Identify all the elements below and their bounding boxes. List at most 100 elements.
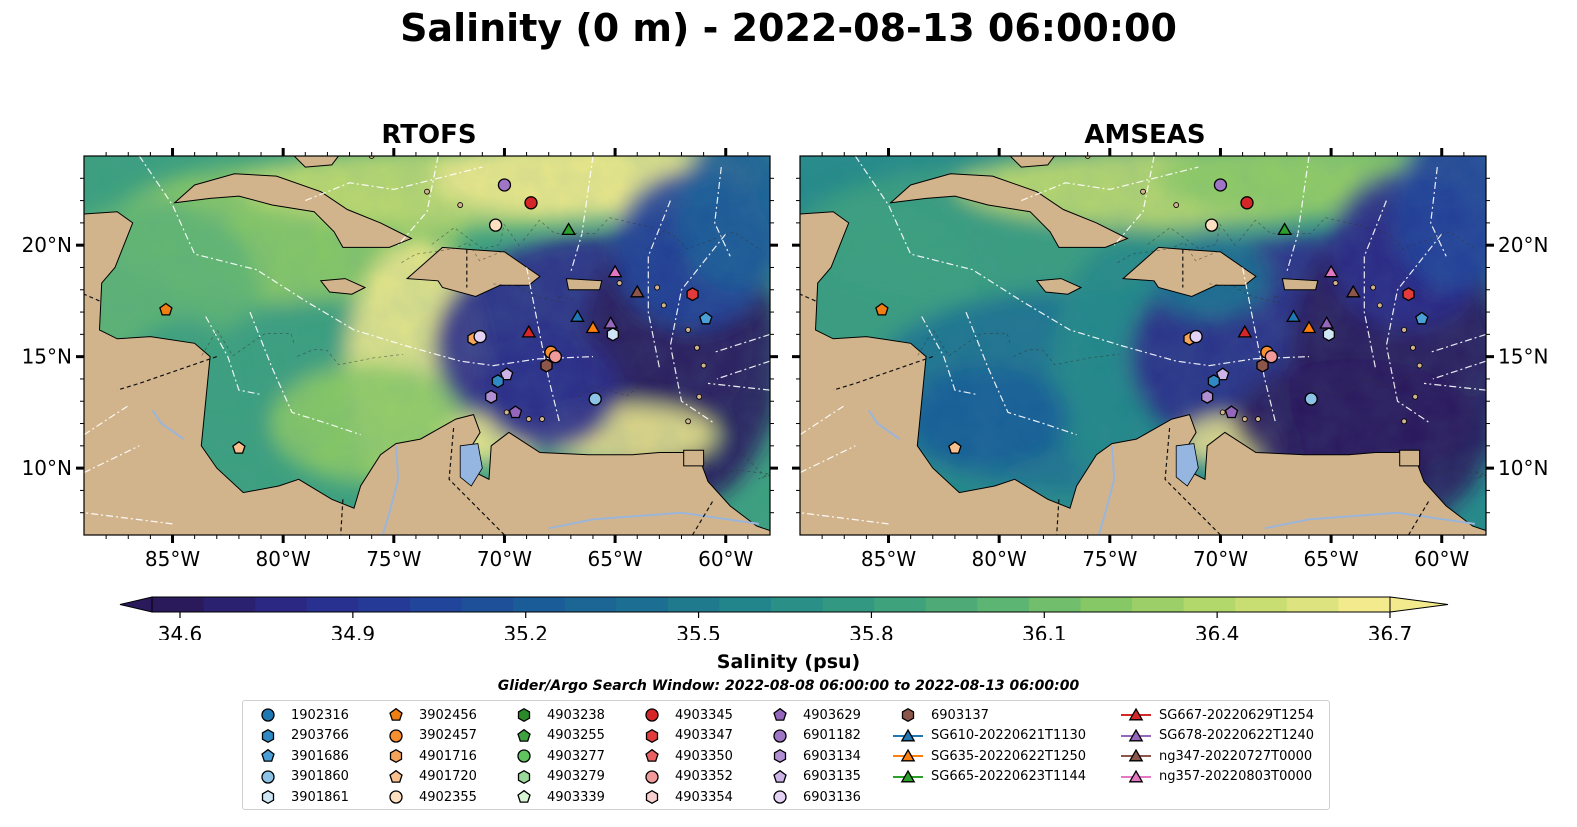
marker-3902456 — [159, 302, 173, 316]
legend-marker-circle — [389, 790, 403, 804]
legend-item: 4901720 — [381, 767, 477, 787]
legend-marker-triangle — [1121, 769, 1151, 782]
legend-label: 4903347 — [675, 728, 733, 743]
legend-marker-pentagon — [645, 748, 659, 762]
marker-SG610-20220621T1130 — [1286, 309, 1301, 322]
legend-label: 1902316 — [291, 707, 349, 723]
marker-6903136 — [473, 329, 487, 344]
legend-label: 6903134 — [803, 748, 861, 764]
legend-label: 4903345 — [675, 707, 733, 723]
legend-item: ng347-20220727T0000 — [1121, 746, 1312, 766]
legend-marker-triangle — [893, 769, 923, 782]
legend-item: 4903255 — [509, 726, 605, 746]
marker-4903345 — [1240, 196, 1254, 210]
marker-4903347 — [1402, 287, 1415, 302]
marker-6903134 — [485, 389, 498, 404]
colorbar: 34.6 34.9 35.2 35.5 35.8 36.1 36.4 36.7 — [119, 596, 1449, 640]
colorbar-segment — [1080, 597, 1133, 612]
legend-marker-circle — [645, 708, 659, 722]
marker-ng347-20220727T0000 — [1345, 284, 1361, 298]
legend-marker-pentagon — [389, 707, 403, 721]
lat-tick-label-left: 15°N — [22, 345, 72, 369]
legend-item: 4903279 — [509, 767, 605, 787]
colorbar-segment — [1132, 597, 1185, 612]
colorbar-tick-label: 34.9 — [331, 622, 376, 640]
legend-marker-hexagon — [517, 769, 531, 784]
legend-label: 4903255 — [547, 728, 605, 743]
marker-ng357-20220803T0000 — [607, 264, 623, 278]
legend-item: 6903134 — [765, 746, 861, 766]
legend-item: 4903345 — [637, 705, 733, 725]
colorbar-tick-label: 35.8 — [849, 622, 894, 640]
colorbar-segment — [719, 597, 772, 612]
marker-2903766 — [1207, 374, 1220, 389]
lon-tick-label: 60°W — [698, 547, 753, 571]
colorbar-segment — [409, 597, 462, 612]
legend-label: 4903350 — [675, 748, 733, 764]
marker-4903629 — [508, 405, 523, 419]
lon-tick-label: 80°W — [972, 547, 1027, 571]
legend-marker-pentagon — [389, 769, 403, 783]
legend-marker-circle — [773, 790, 787, 804]
legend-item: 4903629 — [765, 705, 861, 725]
colorbar-segment — [306, 597, 359, 612]
colorbar-segment — [203, 597, 256, 612]
marker-3901861 — [1322, 327, 1335, 342]
colorbar-segment — [771, 597, 824, 612]
colorbar-segment — [513, 597, 566, 612]
colorbar-segment — [461, 597, 514, 612]
marker-6903137 — [1256, 358, 1269, 373]
legend-label: SG678-20220622T1240 — [1159, 728, 1315, 743]
legend-label: 6903137 — [931, 707, 989, 723]
legend-label: 4903339 — [547, 789, 605, 805]
colorbar-tick-label: 35.5 — [676, 622, 721, 640]
legend-label: 3901861 — [291, 789, 349, 805]
lon-tick-label: 85°W — [145, 547, 200, 571]
colorbar-tick-label: 34.6 — [158, 622, 203, 640]
lon-tick-label: 70°W — [1193, 547, 1248, 571]
marker-6903135 — [1215, 367, 1230, 381]
legend-marker-hexagon — [645, 728, 659, 743]
legend-marker-triangle — [1121, 728, 1151, 741]
legend-label: 4903277 — [547, 748, 605, 764]
marker-3901861 — [606, 327, 619, 342]
marker-6903134 — [1201, 389, 1214, 404]
marker-SG635-20220622T1250 — [1301, 320, 1317, 334]
legend-label: 4903629 — [803, 707, 861, 723]
legend-item: 3901861 — [253, 787, 349, 807]
marker-3901860 — [1304, 392, 1318, 406]
legend-item: 4902355 — [381, 787, 477, 807]
legend-item: 4903350 — [637, 746, 733, 766]
marker-6901182 — [1213, 178, 1228, 192]
legend-marker-circle — [645, 769, 659, 784]
legend-item: 6903136 — [765, 787, 861, 807]
legend-marker-hexagon — [389, 748, 403, 764]
lon-tick-label: 65°W — [1303, 547, 1358, 571]
lon-tick-label: 75°W — [366, 547, 421, 571]
colorbar-extend-low — [119, 596, 153, 613]
lat-tick-label-right: 10°N — [1498, 456, 1548, 480]
legend-marker-hexagon — [261, 728, 275, 743]
colorbar-tick-label: 36.4 — [1195, 622, 1240, 640]
legend-label: 4903354 — [675, 789, 733, 805]
legend-marker-hexagon — [261, 789, 275, 805]
lon-tick-label: 60°W — [1414, 547, 1469, 571]
marker-6903135 — [499, 367, 514, 381]
legend-item: 4903352 — [637, 767, 733, 787]
marker-SG667-20220629T1254 — [1237, 324, 1253, 338]
colorbar-label: Salinity (psu) — [716, 651, 861, 673]
legend-label: 4902355 — [419, 789, 477, 805]
marker-3902456 — [875, 302, 889, 316]
colorbar-segment — [1286, 597, 1339, 612]
legend-marker-hexagon — [773, 748, 787, 764]
marker-4902355 — [1204, 218, 1219, 232]
legend-label: ng357-20220803T0000 — [1159, 769, 1313, 784]
legend-marker-triangle — [893, 728, 923, 741]
legend-label: ng347-20220727T0000 — [1159, 748, 1313, 764]
legend-marker-hexagon — [901, 707, 915, 723]
legend-item: 3902456 — [381, 705, 477, 725]
legend-marker-circle — [773, 728, 787, 743]
marker-3901686 — [699, 311, 713, 325]
legend-item: 3901860 — [253, 767, 349, 787]
colorbar-segment — [255, 597, 308, 612]
